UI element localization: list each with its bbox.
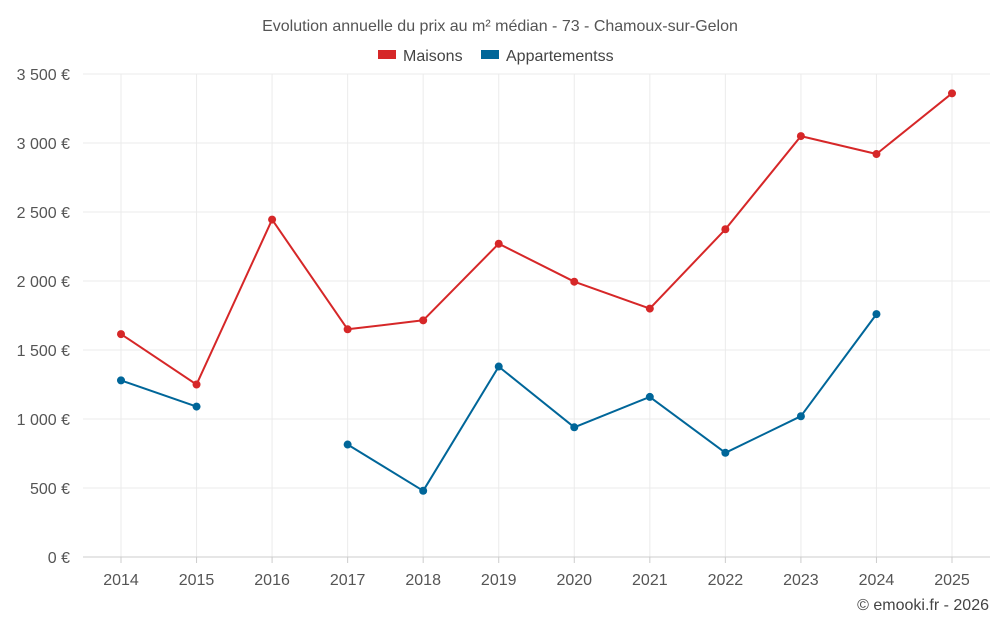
data-point[interactable] xyxy=(494,362,503,371)
x-tick-label: 2017 xyxy=(330,572,366,589)
series-0 xyxy=(117,89,956,389)
data-point[interactable] xyxy=(796,412,805,421)
gridlines xyxy=(83,73,990,557)
x-tick-label: 2016 xyxy=(254,572,290,589)
data-point[interactable] xyxy=(721,225,730,234)
data-point[interactable] xyxy=(117,330,125,339)
x-tick-label: 2024 xyxy=(859,572,895,589)
legend-label-appartements: Appartementss xyxy=(506,48,614,65)
data-point[interactable] xyxy=(570,277,579,286)
data-point[interactable] xyxy=(343,440,352,449)
data-point[interactable] xyxy=(192,402,201,411)
x-tick-label: 2025 xyxy=(934,572,970,589)
data-point[interactable] xyxy=(872,310,881,319)
data-point[interactable] xyxy=(872,150,881,159)
chart-title: Evolution annuelle du prix au m² médian … xyxy=(262,18,738,35)
x-tick-label: 2023 xyxy=(783,572,819,589)
data-point[interactable] xyxy=(645,304,654,313)
y-tick-label: 3 000 € xyxy=(17,136,70,153)
data-point[interactable] xyxy=(343,325,352,334)
legend-swatch-maisons xyxy=(378,50,396,59)
x-tick-label: 2020 xyxy=(556,572,592,589)
legend-label-maisons: Maisons xyxy=(403,48,463,65)
y-tick-label: 1 000 € xyxy=(17,412,70,429)
data-point[interactable] xyxy=(796,132,805,141)
y-tick-label: 1 500 € xyxy=(17,343,70,360)
series xyxy=(117,89,956,495)
data-point[interactable] xyxy=(419,486,428,495)
data-point[interactable] xyxy=(645,392,654,401)
series-line-1 xyxy=(120,313,878,492)
data-point[interactable] xyxy=(419,316,428,325)
data-point[interactable] xyxy=(721,448,730,457)
data-point[interactable] xyxy=(948,89,956,98)
credit-text: © emooki.fr - 2026 xyxy=(857,597,989,614)
axes: 0 € 500 € 1 000 € 1 500 € 2 000 € 2 500 € 3 00… xyxy=(17,67,990,589)
y-tick-label: 2 000 € xyxy=(17,274,70,291)
x-tick-label: 2021 xyxy=(632,572,668,589)
x-tick-label: 2018 xyxy=(405,572,441,589)
data-point[interactable] xyxy=(494,239,503,248)
x-tick-label: 2019 xyxy=(481,572,517,589)
data-point[interactable] xyxy=(268,215,277,224)
y-tick-label: 0 € xyxy=(48,550,70,567)
data-point[interactable] xyxy=(192,380,201,389)
legend-swatch-appartements xyxy=(481,50,499,59)
y-tick-label: 2 500 € xyxy=(17,205,70,222)
data-point[interactable] xyxy=(570,423,579,432)
data-point[interactable] xyxy=(117,376,125,385)
x-tick-label: 2022 xyxy=(708,572,744,589)
legend-item-appartements[interactable]: Appartementss xyxy=(481,48,614,65)
y-tick-label: 3 500 € xyxy=(17,67,70,84)
x-tick-label: 2015 xyxy=(179,572,215,589)
series-line-0 xyxy=(120,92,953,386)
x-tick-label: 2014 xyxy=(103,572,139,589)
legend: Maisons Appartementss xyxy=(378,48,614,65)
series-1 xyxy=(117,310,881,495)
y-tick-label: 500 € xyxy=(30,481,70,498)
legend-item-maisons[interactable]: Maisons xyxy=(378,48,463,65)
